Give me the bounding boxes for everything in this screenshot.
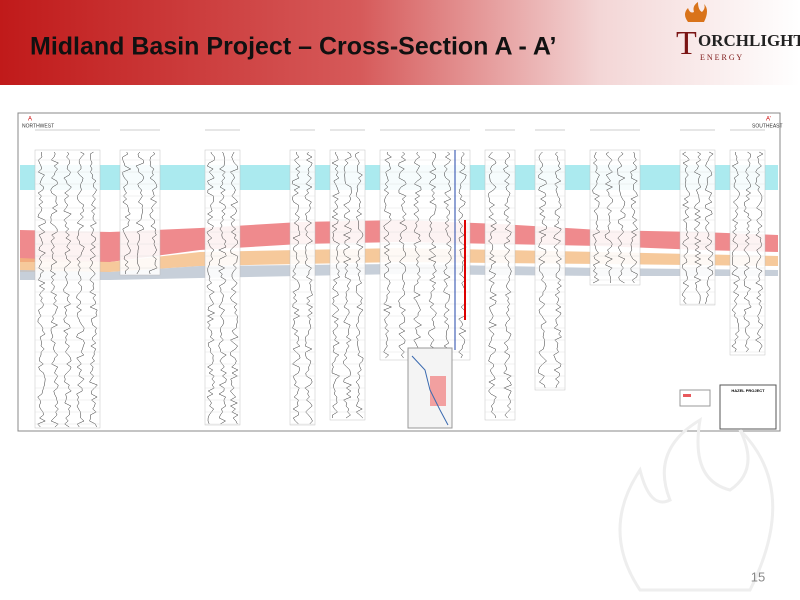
right-section-label: A’ <box>766 117 771 123</box>
logo-tagline: E N E R G Y <box>700 53 742 62</box>
logo-name: ORCHLIGHT <box>698 31 800 50</box>
log-curve <box>443 151 452 359</box>
log-curve <box>617 151 626 284</box>
well-log-column <box>34 149 101 429</box>
log-curve <box>743 151 752 353</box>
log-curve <box>149 151 158 275</box>
log-curve <box>681 151 690 305</box>
well-log-column <box>379 149 471 361</box>
log-curve <box>122 151 132 275</box>
log-curve <box>704 151 714 305</box>
log-curve <box>342 151 352 419</box>
well-log-column <box>679 149 716 306</box>
log-curve <box>592 151 601 284</box>
log-curve <box>398 151 407 359</box>
logo: T ORCHLIGHT E N E R G Y <box>676 2 800 62</box>
legend-box <box>719 384 777 430</box>
log-curve <box>754 151 764 353</box>
log-curve <box>488 151 498 419</box>
logo-initial: T <box>676 25 697 62</box>
log-curve <box>503 151 512 419</box>
log-curve <box>629 151 638 284</box>
slide-title: Midland Basin Project – Cross-Section A … <box>30 33 557 61</box>
log-curve <box>89 151 98 428</box>
log-curve <box>458 151 467 359</box>
log-curve <box>413 151 423 359</box>
log-curve <box>731 151 740 353</box>
left-section-label: A <box>28 117 32 123</box>
log-curve <box>229 151 239 425</box>
log-curve <box>538 151 547 389</box>
log-curve <box>135 151 145 275</box>
log-curve <box>383 151 393 359</box>
left-direction: NORTHWEST <box>22 123 54 129</box>
flame-watermark <box>618 417 775 592</box>
log-curve <box>218 151 227 425</box>
map-highlight <box>430 376 446 406</box>
log-curve <box>63 151 72 428</box>
log-curve <box>331 151 341 419</box>
log-curve <box>37 151 46 428</box>
log-curve <box>50 151 59 428</box>
well-log-column <box>484 149 516 421</box>
well-log-column <box>119 149 161 276</box>
log-curve <box>291 151 301 425</box>
cross-section <box>20 129 778 429</box>
log-curve <box>604 151 614 284</box>
log-curve <box>693 151 702 305</box>
log-curve <box>427 151 437 359</box>
header-band <box>0 0 800 85</box>
well-log-column <box>729 149 766 356</box>
well-log-column <box>534 149 566 391</box>
map-line <box>411 355 449 426</box>
legend-title: HAZEL PROJECT <box>731 388 765 393</box>
log-curve <box>76 151 85 428</box>
key-box <box>679 389 711 407</box>
key-swatch <box>683 394 691 397</box>
log-curve <box>206 151 216 425</box>
log-curve <box>355 151 364 419</box>
log-curve <box>553 151 562 389</box>
right-direction: SOUTHEAST <box>752 123 783 129</box>
log-curve <box>304 151 314 425</box>
logo-flame <box>685 2 707 22</box>
page-number: 15 <box>751 569 765 584</box>
